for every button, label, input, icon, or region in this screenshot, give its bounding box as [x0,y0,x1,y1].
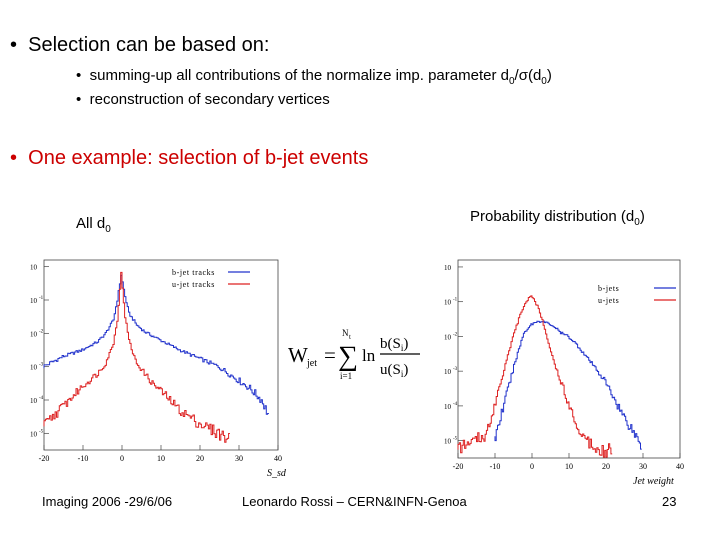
formula-lhs-sub: jet [306,358,317,369]
formula-ln: ln [362,346,376,365]
y-tick-label: 10 [30,330,38,338]
y-tick-exponent: -1 [39,296,44,301]
legend-label: u-jets [598,296,619,305]
y-tick-label: 10 [444,403,452,411]
left-caption-text: All d [76,215,106,232]
right-caption-post: ) [639,208,645,225]
sub-bullet-2: • reconstruction of secondary vertices [76,91,330,108]
y-tick-label: 10 [444,299,452,307]
x-tick-label: 40 [274,454,282,463]
y-tick-label: 10 [30,430,38,438]
jet-weight-formula: W jet = N t ∑ i=1 ln b(Si) u(Si) [288,328,420,381]
x-tick-label: -10 [490,462,501,471]
x-tick-label: 10 [565,462,573,471]
series-line-b-jet-tracks [43,274,269,415]
subscript: 0 [105,224,111,235]
sum-top: N [342,328,349,338]
page-number: 23 [662,494,677,509]
bullet-dot: • [76,91,82,108]
y-tick-label: 10 [30,264,38,272]
plot-frame [457,259,681,459]
right-caption: Probability distribution (d0) [470,208,645,228]
x-tick-label: -10 [78,454,89,463]
legend-label: b-jet tracks [172,268,215,277]
x-tick-label: 20 [602,462,610,471]
y-tick-exponent: -4 [453,402,458,407]
footer-left: Imaging 2006 -29/6/06 [42,494,173,509]
formula-equals: = [324,343,336,367]
y-tick-label: 10 [30,364,38,372]
series-line-b-jets [494,320,642,450]
sum-top-sub: t [349,333,351,341]
bullet-dot: • [10,147,18,169]
series-line-u-jet-tracks [43,271,230,443]
sub-bullet-1-text: summing-up all contributions of the norm… [89,67,509,84]
formula-denominator: u(Si) [380,362,408,379]
legend-label: u-jet tracks [172,280,215,289]
bullet-2-text: One example: selection of b-jet events [28,147,369,169]
subscript: 0 [634,217,640,228]
bullet-1: • Selection can be based on: [10,34,269,57]
x-tick-label: 40 [676,462,684,471]
y-tick-exponent: -3 [39,363,44,368]
subscript: 0 [508,76,515,87]
x-tick-label: 20 [196,454,204,463]
y-tick-label: 10 [444,438,452,446]
y-tick-exponent: -5 [453,437,458,442]
x-tick-label: 10 [157,454,165,463]
bullet-2: • One example: selection of b-jet events [10,147,368,170]
bullet-dot: • [76,67,82,84]
x-tick-label: 0 [530,462,534,471]
sub-bullet-2-text: reconstruction of secondary vertices [89,91,330,108]
legend-label: b-jets [598,284,619,293]
sum-sign: ∑ [338,341,358,372]
y-tick-exponent: -1 [453,298,458,303]
y-tick-label: 10 [444,264,452,272]
x-tick-label: -20 [453,462,464,471]
y-tick-exponent: -2 [453,332,458,337]
footer-center: Leonardo Rossi – CERN&INFN-Genoa [242,494,467,509]
x-tick-label: -20 [39,454,50,463]
y-tick-exponent: -5 [39,429,44,434]
sub-bullet-1-mid: /σ(d [514,67,542,84]
left-caption: All d0 [76,215,111,235]
y-tick-label: 10 [30,297,38,305]
bullet-1-text: Selection can be based on: [28,34,270,56]
x-tick-label: 0 [120,454,124,463]
sub-bullet-1: • summing-up all contributions of the no… [76,67,552,87]
x-axis-label: Jet weight [633,476,674,487]
formula-lhs: W [288,343,308,367]
sum-bottom: i=1 [340,371,352,381]
x-tick-label: 30 [235,454,243,463]
y-tick-exponent: -2 [39,329,44,334]
series-line-u-jets [457,295,613,458]
y-tick-exponent: -4 [39,396,44,401]
sub-bullet-1-post: ) [546,67,552,84]
y-tick-label: 10 [444,333,452,341]
plot-frame [43,259,279,451]
y-tick-exponent: -3 [453,367,458,372]
formula-numerator: b(Si) [380,336,408,353]
y-tick-label: 10 [30,397,38,405]
right-caption-text: Probability distribution (d [470,208,635,225]
bullet-dot: • [10,34,18,56]
x-axis-label: S_sd [267,468,287,479]
y-tick-label: 10 [444,368,452,376]
x-tick-label: 30 [639,462,647,471]
subscript: 0 [541,76,547,87]
